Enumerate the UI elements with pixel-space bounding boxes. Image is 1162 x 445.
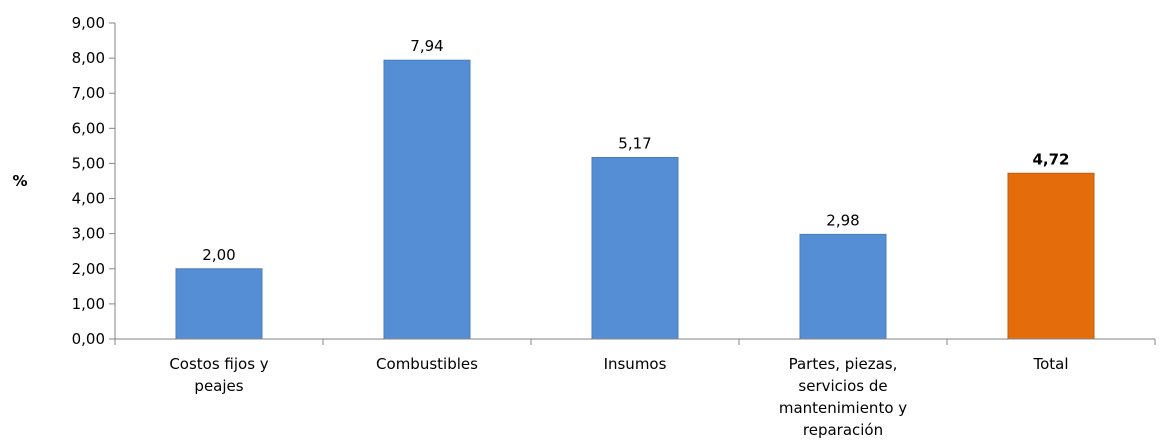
category-labels: Costos fijos y peajes Combustibles Insumos P…: [169, 355, 1068, 439]
category-label-line: Total: [1032, 355, 1068, 373]
data-labels: 2,00 7,94 5,17 2,98 4,72: [202, 37, 1069, 264]
y-tick-label: 0,00: [72, 330, 105, 348]
category-label-line: Costos fijos y: [169, 355, 268, 373]
y-tick-label: 1,00: [72, 295, 105, 313]
axes: [114, 23, 1156, 345]
y-tick-label: 6,00: [72, 119, 105, 137]
y-tick-label: 4,00: [72, 190, 105, 208]
category-label-line: Insumos: [604, 355, 667, 373]
y-axis-ticks: 0,00 1,00 2,00 3,00 4,00 5,00 6,00 7,00 8,00 9,00: [72, 14, 115, 348]
category-label-4: Partes, piezas, servicios de mantenimiento…: [779, 355, 907, 439]
bars: [175, 59, 1095, 340]
y-tick-label: 9,00: [72, 14, 105, 32]
bar-1: [175, 268, 263, 340]
category-label-line: reparación: [803, 421, 883, 439]
y-tick-label: 2,00: [72, 260, 105, 278]
category-label-3: Insumos: [604, 355, 667, 373]
data-label-4: 2,98: [826, 211, 859, 229]
bar-5: [1007, 172, 1095, 340]
category-label-line: peajes: [194, 377, 243, 395]
y-tick-label: 8,00: [72, 49, 105, 67]
data-label-2: 7,94: [410, 37, 443, 55]
y-tick-label: 7,00: [72, 84, 105, 102]
category-label-1: Costos fijos y peajes: [169, 355, 268, 395]
data-label-1: 2,00: [202, 246, 235, 264]
category-label-line: servicios de: [798, 377, 887, 395]
category-label-line: Partes, piezas,: [789, 355, 898, 373]
category-label-2: Combustibles: [376, 355, 478, 373]
data-label-3: 5,17: [618, 134, 651, 152]
bar-4: [799, 233, 887, 340]
y-tick-label: 5,00: [72, 154, 105, 172]
category-label-5: Total: [1032, 355, 1068, 373]
y-axis-label: %: [12, 172, 27, 190]
category-label-line: mantenimiento y: [779, 399, 907, 417]
data-label-5: 4,72: [1032, 150, 1069, 168]
bar-2: [383, 59, 471, 340]
bar-3: [591, 156, 679, 340]
y-tick-label: 3,00: [72, 225, 105, 243]
category-label-line: Combustibles: [376, 355, 478, 373]
